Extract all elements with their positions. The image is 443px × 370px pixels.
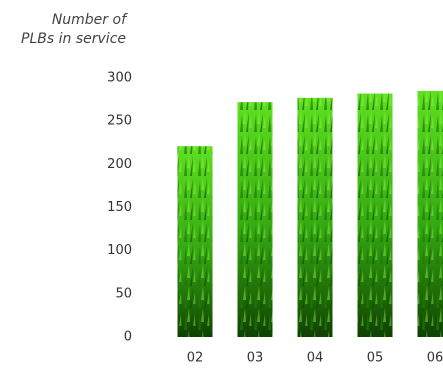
x-tick-label: 02	[187, 351, 204, 366]
chart: Number of PLBs in service 05010015020025…	[0, 0, 443, 370]
bar	[298, 98, 333, 337]
x-tick-label: 06	[427, 351, 443, 366]
y-tick-label: 150	[107, 200, 132, 215]
y-tick-label: 200	[107, 157, 132, 172]
y-tick-label: 100	[107, 243, 132, 258]
page: Number of PLBs in service 05010015020025…	[0, 0, 443, 370]
x-tick-label: 03	[247, 351, 264, 366]
y-axis-title: PLBs in service	[21, 31, 126, 47]
bar	[358, 94, 393, 337]
y-tick-label: 250	[107, 114, 132, 129]
bar	[238, 102, 273, 337]
y-tick-label: 0	[124, 330, 132, 345]
y-tick-label: 300	[107, 71, 132, 86]
bar	[418, 91, 443, 337]
y-tick-label: 50	[115, 286, 132, 301]
y-axis-title: Number of	[52, 12, 128, 28]
x-tick-label: 04	[307, 351, 324, 366]
x-tick-label: 05	[367, 351, 384, 366]
bar	[178, 146, 213, 337]
